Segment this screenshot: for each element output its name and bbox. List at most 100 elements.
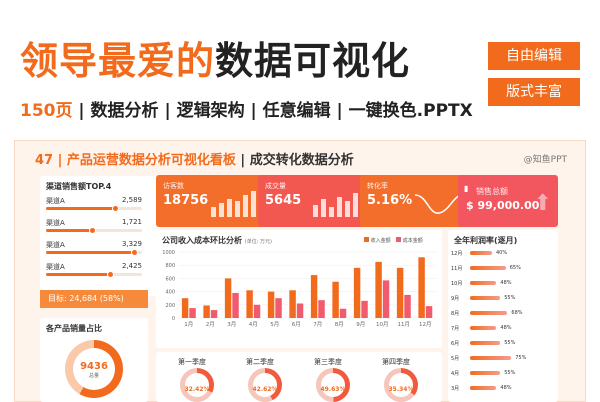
x-tick-label: 1月 — [184, 321, 193, 328]
chart-icon: ▮ — [464, 184, 469, 193]
brand-logo: @知鱼PPT — [523, 155, 567, 165]
profit-month: 10月 — [451, 281, 463, 287]
profit-bar — [470, 371, 501, 375]
channel-knob — [107, 271, 115, 278]
quarter-ring-hole — [253, 373, 277, 397]
income-bar — [224, 278, 232, 318]
hero-title-dark: 数据可视化 — [215, 39, 411, 83]
channel-fill — [46, 273, 111, 276]
channel-fill — [46, 229, 93, 232]
kpi-orders: 成交量 5645 — [258, 175, 365, 227]
kpi-visitors: 访客数 18756 — [156, 175, 263, 227]
profit-value: 75% — [515, 355, 527, 361]
y-tick-label: 600 — [165, 276, 175, 282]
income-bar — [267, 291, 275, 318]
cost-bar — [425, 306, 433, 318]
channel-name: 渠道A — [46, 241, 65, 249]
profit-month: 12月 — [451, 251, 463, 257]
quarter-value: 32.42% — [184, 386, 210, 393]
profit-month: 9月 — [451, 296, 460, 302]
quarter-ring-hole — [389, 373, 413, 397]
income-bar — [332, 281, 339, 318]
bar-legend: 收入金额 成本金额 — [364, 237, 423, 244]
kpi-sparkbars — [211, 191, 256, 217]
hero-title: 领导最爱的数据可视化 — [20, 30, 410, 85]
quarter-label: 第三季度 — [314, 358, 342, 366]
x-tick-label: 6月 — [292, 321, 301, 328]
profit-rate-card: 全年利润率(逐月) 12月 40% 11月 65% 10月 48% 9月 55% 8月 68% 7月… — [448, 230, 558, 402]
kpi-value: $ 99,000.00 — [466, 199, 540, 212]
quarter-ring — [248, 368, 282, 402]
profit-month: 11月 — [451, 266, 463, 272]
legend-cost: 成本金额 — [402, 238, 423, 244]
quarter-card: 第一季度 32.42% 第二季度 42.62% 第三季度 49.63% 第四季度 35.34% — [156, 352, 442, 402]
quarter-ring-hole — [321, 373, 345, 397]
growth-arrow-icon: ⬆ — [533, 191, 552, 216]
income-bar — [375, 261, 382, 318]
profit-month: 6月 — [451, 341, 460, 347]
board-title-sub: | 成交转化数据分析 — [235, 153, 354, 168]
pie-title: 各产品销量占比 — [46, 324, 102, 333]
channel-name: 渠道A — [46, 219, 65, 227]
channel-track — [46, 205, 142, 212]
channel-rank-row: 渠道A 1,721 — [46, 218, 142, 238]
product-share-card: 各产品销量占比 9436 总量 — [40, 318, 148, 402]
x-tick-label: 4月 — [249, 321, 258, 328]
kpi-sparkbars — [313, 193, 358, 217]
cost-bar — [275, 298, 282, 318]
channel-track — [46, 227, 142, 234]
income-bar — [310, 275, 318, 318]
profit-value: 65% — [509, 265, 521, 271]
bar-chart-title: 公司收入成本环比分析 (单位: 万元) — [162, 235, 272, 246]
profit-value: 40% — [496, 250, 508, 256]
x-tick-label: 11月 — [398, 321, 411, 328]
kpi-value: 5.16% — [367, 193, 413, 208]
channel-knob — [112, 205, 120, 212]
channel-value: 2,425 — [121, 262, 142, 270]
channel-knob — [131, 249, 139, 256]
quarter-value: 49.63% — [320, 386, 346, 393]
income-bar — [246, 290, 253, 318]
channel-value: 1,721 — [121, 218, 142, 226]
profit-value: 68% — [511, 310, 523, 316]
profit-value: 48% — [500, 280, 512, 286]
quarter-value: 35.34% — [388, 386, 414, 393]
profit-bar — [470, 281, 497, 285]
board-title: 47 | 产品运营数据分析可视化看板 | 成交转化数据分析 — [35, 149, 354, 168]
legend-income: 收入金额 — [370, 238, 391, 244]
profit-title: 全年利润率(逐月) — [454, 236, 518, 245]
cost-bar — [404, 294, 411, 318]
y-tick-label: 800 — [165, 263, 175, 269]
cost-bar — [189, 308, 196, 318]
income-cost-card: 公司收入成本环比分析 (单位: 万元) 收入金额 成本金额 0 200 400 600… — [156, 230, 442, 348]
rich-layout-tag: 版式丰富 — [488, 78, 580, 106]
kpi-label: 成交量 — [265, 182, 286, 190]
rank-title: 渠道销售额TOP.4 — [46, 182, 112, 191]
quarter-ring-hole — [185, 373, 209, 397]
channel-fill — [46, 207, 116, 210]
cost-bar — [318, 300, 325, 318]
channel-rank-row: 渠道A 2,589 — [46, 196, 142, 216]
channel-name: 渠道A — [46, 263, 65, 271]
x-tick-label: 7月 — [313, 321, 322, 328]
profit-month: 5月 — [451, 356, 460, 362]
y-tick-label: 0 — [172, 316, 175, 322]
channel-rank-row: 渠道A 2,425 — [46, 262, 142, 282]
income-cost-bar-chart: 0 200 400 600 800 1000 1月 2月 3月 4月 5月 6月 7月 8月 9月 10月 11… — [162, 250, 436, 328]
channel-track — [46, 249, 142, 256]
kpi-conversion: 转化率 5.16% — [360, 175, 467, 227]
channel-value: 2,589 — [121, 196, 142, 204]
kpi-value: 18756 — [163, 193, 209, 208]
x-tick-label: 5月 — [270, 321, 279, 328]
quarter-value: 42.62% — [252, 386, 278, 393]
subtitle-features: | 数据分析 | 逻辑架构 | 任意编辑 | 一键换色.PPTX — [72, 101, 473, 121]
channel-rank-card: 渠道销售额TOP.4 渠道A 2,589 渠道A 1,721 渠道A 3,329 渠道A 2,… — [40, 176, 160, 296]
quarter-ring — [180, 368, 214, 402]
income-bar — [418, 257, 425, 318]
pie-total-label: 总量 — [88, 373, 99, 379]
profit-value: 48% — [500, 385, 512, 391]
y-tick-label: 400 — [165, 290, 175, 296]
income-bar — [353, 267, 361, 318]
kpi-label: 访客数 — [163, 182, 184, 190]
profit-bar — [470, 251, 492, 255]
